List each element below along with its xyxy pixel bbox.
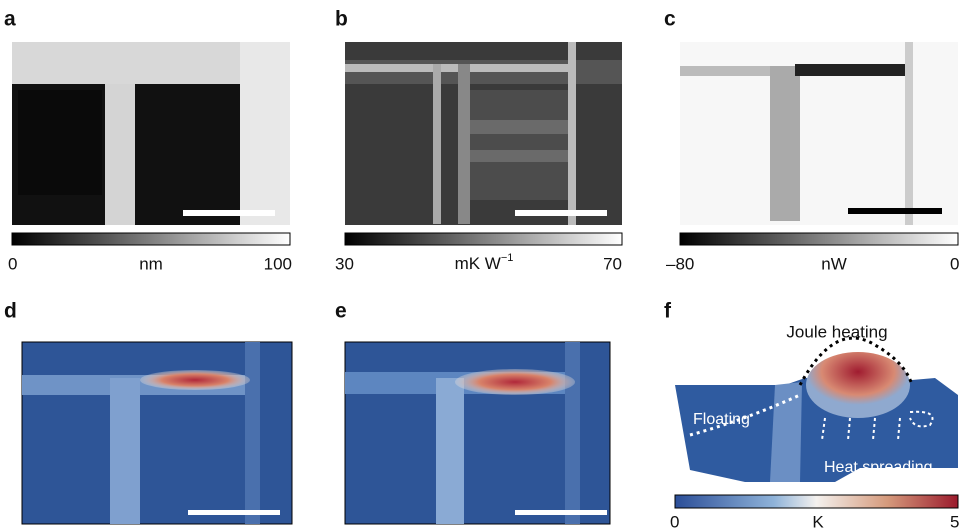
colorbar: [12, 233, 958, 245]
panel-label: b: [335, 8, 348, 31]
colorbar-unit: K: [812, 512, 824, 530]
panel-label: c: [664, 8, 676, 31]
annotation: Heat spreading: [824, 459, 933, 476]
temperature-map: [345, 342, 610, 524]
thermal-resistance-image: [345, 42, 622, 225]
figure: a b c d e f 0 nm 100: [0, 0, 960, 530]
temperature-map: [22, 342, 292, 524]
panel-label: a: [4, 8, 16, 31]
colorbar-unit: nW: [821, 254, 847, 273]
panel-label: d: [4, 300, 17, 323]
colorbar-max: 70: [603, 254, 622, 273]
colorbar: [675, 495, 958, 508]
heat-flux-image: [680, 42, 958, 225]
annotation: Joule heating: [786, 322, 887, 341]
colorbar-max: 0: [950, 254, 959, 273]
colorbar-unit: nm: [139, 254, 163, 273]
unit-exponent: −1: [501, 252, 514, 264]
panel-label: f: [664, 300, 672, 323]
colorbar-max: 5: [950, 512, 959, 530]
colorbar-max: 100: [264, 254, 292, 273]
colorbar-min: 0: [8, 254, 17, 273]
colorbar-unit: mK W−1: [455, 252, 514, 274]
colorbar-min: –80: [666, 254, 694, 273]
annotation: Floating: [693, 411, 750, 428]
unit: mK W: [455, 254, 501, 273]
colorbar-min: 30: [335, 254, 354, 273]
colorbar-min: 0: [670, 512, 679, 530]
afm-image: [12, 42, 290, 225]
panel-label: e: [335, 300, 347, 323]
